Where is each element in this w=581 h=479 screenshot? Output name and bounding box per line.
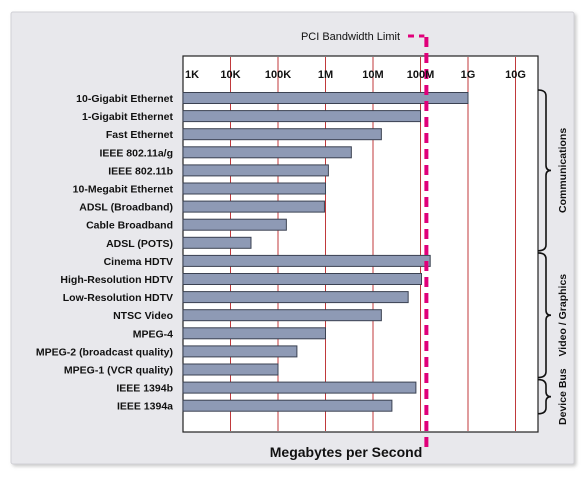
bar: [182, 200, 325, 213]
group-bracket: [537, 378, 552, 415]
x-tick-label: 1K: [185, 69, 199, 81]
x-tick-label: 100K: [265, 69, 291, 81]
category-label: IEEE 802.11b: [108, 165, 173, 177]
reference-line-group: [408, 34, 429, 448]
category-label: 1-Gigabit Ethernet: [82, 111, 174, 123]
bar: [182, 92, 469, 104]
x-axis-label: Megabytes per Second: [270, 444, 423, 460]
group-bracket: [537, 252, 552, 379]
category-label: Cinema HDTV: [104, 256, 173, 268]
x-tick-label: 10K: [220, 69, 240, 81]
category-label: MPEG-2 (broadcast quality): [36, 346, 173, 358]
bar: [182, 110, 421, 123]
category-label: Low-Resolution HDTV: [63, 292, 173, 304]
category-labels: 10-Gigabit Ethernet 1-Gigabit Ethernet Fas…: [36, 93, 174, 413]
category-label: IEEE 1394b: [116, 383, 173, 395]
group-label: Video / Graphics: [557, 274, 569, 357]
bar: [182, 236, 252, 249]
bar: [182, 327, 326, 340]
x-tick-label: 10G: [505, 69, 526, 81]
category-label: NTSC Video: [113, 310, 173, 322]
category-label: ADSL (POTS): [106, 238, 173, 250]
category-label: ADSL (Broadband): [79, 202, 173, 214]
bar: [182, 345, 298, 358]
bar: [182, 218, 287, 231]
bar: [182, 128, 382, 141]
category-label: 10-Megabit Ethernet: [73, 184, 174, 196]
bar: [182, 381, 417, 394]
bar: [182, 273, 423, 285]
category-label: IEEE 1394a: [117, 401, 173, 413]
bar: [182, 399, 393, 412]
category-label: High-Resolution HDTV: [60, 274, 173, 286]
x-tick-label: 10M: [362, 69, 383, 81]
x-tick-labels: 1K 10K 100K 1M 10M 100M 1G 10G: [185, 69, 526, 81]
bar: [182, 254, 431, 267]
x-tick-label: 100M: [407, 69, 435, 81]
group-label: Communications: [557, 128, 569, 213]
bar: [182, 291, 409, 304]
group-bracket: [537, 89, 552, 252]
bar: [182, 363, 279, 376]
bar: [182, 309, 382, 322]
bar: [182, 182, 326, 195]
group-brackets: Communications Video / Graphics Device Bus: [537, 89, 569, 425]
category-label: MPEG-4: [133, 328, 173, 340]
x-tick-label: 1G: [461, 69, 476, 81]
category-label: Fast Ethernet: [106, 129, 174, 141]
category-label: Cable Broadband: [86, 220, 173, 232]
bars: [182, 92, 469, 412]
group-label: Device Bus: [557, 368, 569, 425]
bar: [182, 164, 329, 177]
bar: [182, 146, 352, 159]
reference-line-label: PCI Bandwidth Limit: [301, 31, 400, 43]
category-label: IEEE 802.11a/g: [99, 147, 173, 159]
category-label: MPEG-1 (VCR quality): [64, 365, 173, 377]
x-tick-label: 1M: [318, 69, 333, 81]
category-label: 10-Gigabit Ethernet: [76, 93, 173, 105]
